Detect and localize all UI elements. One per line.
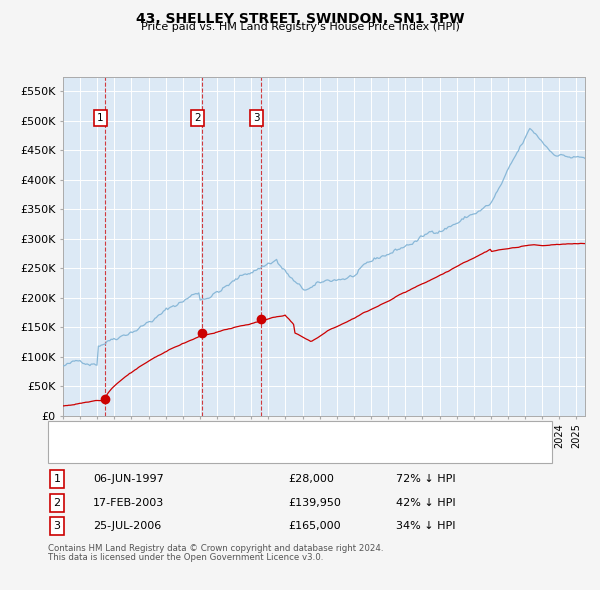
Text: 43, SHELLEY STREET, SWINDON, SN1 3PW: 43, SHELLEY STREET, SWINDON, SN1 3PW <box>136 12 464 26</box>
Text: 2: 2 <box>194 113 201 123</box>
Text: 17-FEB-2003: 17-FEB-2003 <box>93 498 164 507</box>
Text: 3: 3 <box>53 522 61 531</box>
Text: This data is licensed under the Open Government Licence v3.0.: This data is licensed under the Open Gov… <box>48 553 323 562</box>
Text: 1: 1 <box>97 113 104 123</box>
Text: 1: 1 <box>53 474 61 484</box>
Text: ——: —— <box>63 446 88 459</box>
Text: Contains HM Land Registry data © Crown copyright and database right 2024.: Contains HM Land Registry data © Crown c… <box>48 545 383 553</box>
Text: 3: 3 <box>253 113 260 123</box>
Text: 2: 2 <box>53 498 61 507</box>
Text: 43, SHELLEY STREET, SWINDON, SN1 3PW (detached house): 43, SHELLEY STREET, SWINDON, SN1 3PW (de… <box>93 428 407 438</box>
Text: 25-JUL-2006: 25-JUL-2006 <box>93 522 161 531</box>
Text: 06-JUN-1997: 06-JUN-1997 <box>93 474 164 484</box>
Text: 34% ↓ HPI: 34% ↓ HPI <box>396 522 455 531</box>
Text: £165,000: £165,000 <box>288 522 341 531</box>
Text: £139,950: £139,950 <box>288 498 341 507</box>
Text: Price paid vs. HM Land Registry's House Price Index (HPI): Price paid vs. HM Land Registry's House … <box>140 22 460 32</box>
Text: 42% ↓ HPI: 42% ↓ HPI <box>396 498 455 507</box>
Text: £28,000: £28,000 <box>288 474 334 484</box>
Text: HPI: Average price, detached house, Swindon: HPI: Average price, detached house, Swin… <box>93 448 330 457</box>
Text: 72% ↓ HPI: 72% ↓ HPI <box>396 474 455 484</box>
Text: ——: —— <box>63 426 88 439</box>
